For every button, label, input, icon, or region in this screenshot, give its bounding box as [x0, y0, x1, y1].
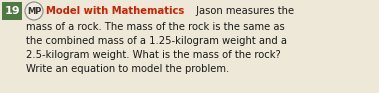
Text: Model with Mathematics: Model with Mathematics — [46, 6, 184, 16]
Text: 2.5-kilogram weight. What is the mass of the rock?: 2.5-kilogram weight. What is the mass of… — [26, 50, 281, 60]
FancyBboxPatch shape — [2, 2, 22, 20]
Text: 19: 19 — [4, 6, 20, 16]
Text: Write an equation to model the problem.: Write an equation to model the problem. — [26, 64, 229, 74]
Text: Jason measures the: Jason measures the — [193, 6, 294, 16]
Text: MP: MP — [27, 7, 41, 16]
Text: mass of a rock. The mass of the rock is the same as: mass of a rock. The mass of the rock is … — [26, 22, 285, 32]
Text: the combined mass of a 1.25-kilogram weight and a: the combined mass of a 1.25-kilogram wei… — [26, 36, 287, 46]
Circle shape — [25, 2, 43, 20]
